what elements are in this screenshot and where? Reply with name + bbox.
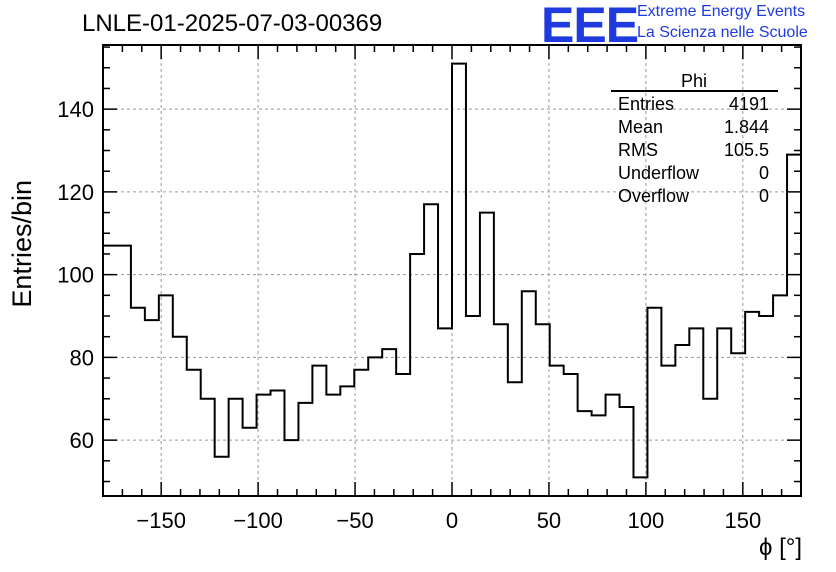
stats-row-label: Underflow bbox=[618, 163, 700, 183]
x-tick-label: −150 bbox=[136, 508, 186, 533]
y-tick-label: 100 bbox=[57, 263, 94, 288]
logo-mark: EEE bbox=[541, 0, 639, 53]
x-axis-title: ϕ [°] bbox=[758, 534, 802, 561]
stats-row-value: 4191 bbox=[729, 94, 769, 114]
logo-line-2: La Scienza nelle Scuole bbox=[637, 24, 808, 41]
stats-box-rows: Entries 4191 Mean 1.844 RMS 105.5 Underflow 0 Ov… bbox=[618, 94, 769, 206]
stats-row-value: 105.5 bbox=[724, 140, 769, 160]
histogram-outline bbox=[103, 62, 801, 479]
x-tick-label: 50 bbox=[537, 508, 561, 533]
y-tick-label: 140 bbox=[57, 97, 94, 122]
y-tick-label: 120 bbox=[57, 180, 94, 205]
y-axis-title: Entries/bin bbox=[7, 180, 37, 308]
logo-line-1: Extreme Energy Events bbox=[637, 3, 806, 20]
y-tick-label: 60 bbox=[70, 428, 94, 453]
x-tick-label: −50 bbox=[336, 508, 373, 533]
stats-row-value: 1.844 bbox=[724, 117, 769, 137]
stats-row-label: Entries bbox=[618, 94, 674, 114]
stats-box-title: Phi bbox=[681, 71, 707, 91]
stats-box: Phi Entries 4191 Mean 1.844 RMS 105.5 Underflo… bbox=[611, 71, 778, 206]
stats-row-label: RMS bbox=[618, 140, 658, 160]
stats-row-value: 0 bbox=[759, 163, 769, 183]
x-tick-label: 0 bbox=[446, 508, 458, 533]
x-tick-label: 100 bbox=[628, 508, 665, 533]
stats-row-label: Overflow bbox=[618, 186, 690, 206]
y-tick-label: 80 bbox=[70, 345, 94, 370]
chart-title: LNLE-01-2025-07-03-00369 bbox=[82, 10, 383, 37]
tick-labels: −150 −100 −50 0 50 100 150 60 80 100 120 140 bbox=[57, 97, 761, 533]
stats-row-value: 0 bbox=[759, 186, 769, 206]
x-tick-label: 150 bbox=[724, 508, 761, 533]
x-tick-label: −100 bbox=[233, 508, 283, 533]
axis-ticks bbox=[102, 45, 802, 496]
stats-row-label: Mean bbox=[618, 117, 663, 137]
